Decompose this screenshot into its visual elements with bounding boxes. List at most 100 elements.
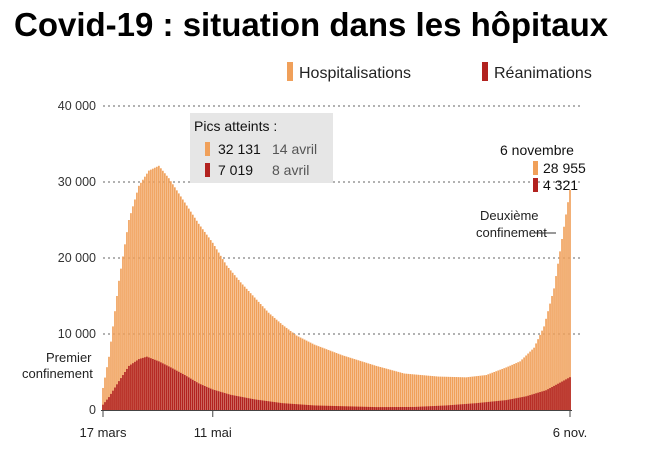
reanimations-bar: [473, 403, 476, 410]
annotation-first-lockdown: Premier confinement: [22, 350, 93, 381]
reanimations-bar: [553, 385, 555, 410]
reanimations-bar: [497, 400, 499, 410]
hospitalisations-bar: [289, 330, 292, 410]
hospitalisations-bar: [481, 375, 484, 410]
reanimations-bar: [217, 391, 220, 410]
reanimations-bar: [537, 392, 539, 410]
hospitalisations-bar: [158, 165, 160, 410]
hospitalisations-bar: [427, 375, 430, 410]
reanimations-bar: [377, 407, 380, 410]
reanimations-bar: [421, 406, 424, 410]
reanimations-bar: [136, 360, 138, 410]
hospitalisations-bar: [421, 375, 424, 410]
reanimations-bar: [301, 404, 304, 410]
reanimations-bar: [441, 405, 444, 410]
reanimations-bar: [221, 392, 224, 410]
reanimations-bar: [215, 390, 218, 410]
reanimations-bar: [561, 381, 563, 410]
hospitalisations-bar: [229, 270, 232, 410]
hospitalisations-bar: [395, 371, 398, 410]
reanimations-bar: [156, 360, 158, 410]
reanimations-bar: [237, 396, 240, 410]
hospitalisations-bar: [523, 357, 525, 410]
hospitalisations-bar: [213, 246, 216, 410]
reanimations-bar: [199, 384, 202, 410]
hospitalisations-bar: [329, 350, 332, 410]
hospitalisations-bar: [231, 272, 234, 410]
hospitalisations-bar: [387, 369, 390, 410]
reanimations-bar: [275, 402, 278, 410]
hospitalisations-bar: [283, 326, 286, 410]
reanimations-bar: [555, 384, 557, 410]
reanimations-bar: [114, 387, 116, 410]
peak-rea-date: 8 avril: [272, 162, 309, 178]
reanimations-bar: [329, 405, 332, 410]
reanimations-bar: [465, 403, 468, 410]
hospitalisations-bar: [537, 339, 539, 410]
hospitalisations-bar: [191, 214, 194, 410]
reanimations-bar: [395, 407, 398, 410]
hospitalisations-bar: [335, 353, 338, 410]
reanimations-bar: [361, 406, 364, 410]
reanimations-bar: [108, 397, 110, 410]
x-axis: 17 mars 11 mai 6 nov.: [80, 410, 587, 440]
hospitalisations-bar: [431, 376, 434, 410]
hospitalisations-bar: [351, 358, 354, 410]
reanimations-bar: [327, 405, 330, 410]
reanimations-bar: [487, 401, 489, 410]
reanimations-bar: [433, 406, 436, 410]
hospitalisations-bar: [473, 376, 476, 410]
hospitalisations-bar: [397, 371, 400, 410]
reanimations-bar: [499, 400, 501, 410]
hospitalisations-bar: [381, 367, 384, 410]
hospitalisations-bar: [545, 318, 547, 410]
hospitalisations-bar: [243, 286, 246, 410]
reanimations-bar: [381, 407, 384, 410]
reanimations-bar: [393, 407, 396, 410]
hospitalisations-bar: [295, 335, 298, 410]
hospitalisations-bar: [357, 360, 360, 410]
reanimations-bar: [353, 406, 356, 410]
reanimations-bar: [475, 403, 478, 410]
hospitalisations-bar: [297, 336, 300, 410]
peak-hosp-value: 32 131: [218, 141, 261, 157]
reanimations-bar: [501, 400, 503, 410]
hospitalisations-bar: [521, 359, 523, 410]
hospitalisations-bar: [219, 255, 222, 410]
reanimations-bar: [233, 395, 236, 410]
reanimations-bar: [255, 399, 258, 410]
hospitalisations-bars: [102, 165, 571, 410]
hospitalisations-bar: [331, 351, 334, 410]
hospitalisations-bar: [471, 376, 474, 410]
hospitalisations-bar: [531, 349, 533, 410]
reanimations-bar: [483, 402, 486, 410]
hospitalisations-bar: [124, 244, 126, 410]
hospitalisations-bar: [367, 363, 370, 410]
hospitalisations-bar: [487, 374, 489, 410]
hospitalisations-bar: [467, 377, 470, 410]
reanimations-bar: [515, 398, 517, 410]
peak-rea-swatch: [205, 163, 210, 177]
reanimations-bar: [429, 406, 432, 410]
reanimations-bar: [309, 405, 312, 410]
hospitalisations-bar: [549, 303, 551, 410]
hospitalisations-bar: [152, 168, 154, 410]
hospitalisations-bar: [447, 376, 450, 410]
hospitalisations-bar: [156, 166, 158, 410]
hospitalisations-bar: [355, 359, 358, 410]
hospitalisations-bar: [553, 288, 555, 410]
reanimations-bar: [291, 403, 294, 410]
hospitalisations-bar: [108, 356, 110, 410]
hospitalisations-bar: [301, 338, 304, 410]
peaks-box-background: [190, 113, 333, 183]
reanimations-bar: [253, 399, 256, 410]
hospitalisations-bar: [120, 268, 122, 410]
reanimations-bar: [235, 395, 238, 410]
reanimations-bar: [379, 407, 382, 410]
hospitalisations-bar: [195, 220, 198, 410]
hospitalisations-bar: [453, 376, 456, 410]
reanimations-bar: [321, 405, 324, 410]
reanimations-bar: [293, 404, 296, 410]
hospitalisations-bar: [359, 360, 362, 410]
hospitalisations-bar: [321, 347, 324, 410]
